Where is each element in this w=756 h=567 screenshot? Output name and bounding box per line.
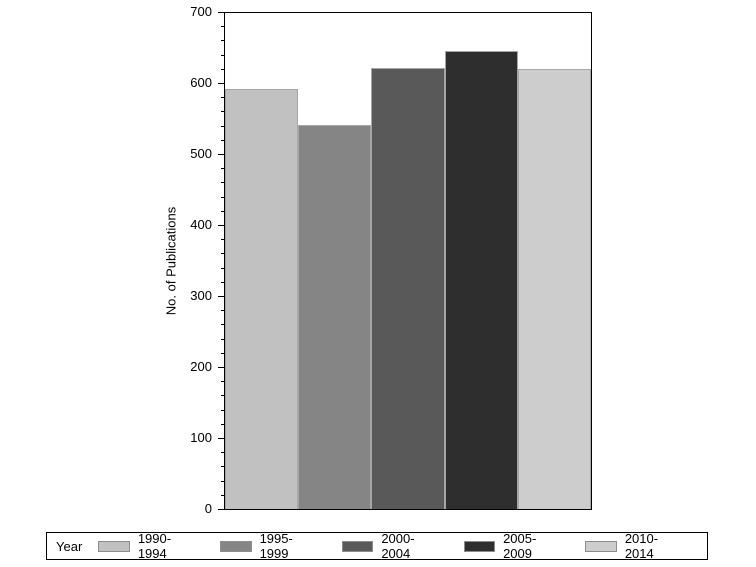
y-minor-tick — [221, 494, 225, 496]
y-tick-label: 700 — [190, 4, 212, 19]
y-minor-tick — [221, 125, 225, 127]
y-minor-tick — [221, 395, 225, 397]
y-minor-tick — [221, 480, 225, 482]
y-tick-label: 600 — [190, 75, 212, 90]
legend-label: 1995-1999 — [259, 531, 293, 561]
legend-entry: 2000-2004 — [341, 531, 441, 561]
y-minor-tick — [221, 111, 225, 113]
y-major-tick — [218, 438, 225, 439]
y-major-tick — [218, 509, 225, 510]
bar-2005-2009 — [444, 51, 518, 509]
y-major-tick — [218, 12, 225, 13]
y-minor-tick — [221, 253, 225, 255]
y-minor-tick — [221, 381, 225, 383]
bar-2000-2004 — [371, 68, 445, 509]
y-minor-tick — [221, 466, 225, 468]
bar-1995-1999 — [298, 124, 372, 509]
y-minor-tick — [221, 26, 225, 28]
y-minor-tick — [221, 310, 225, 312]
y-minor-tick — [221, 40, 225, 42]
y-minor-tick — [221, 68, 225, 70]
y-tick-label: 200 — [190, 359, 212, 374]
y-minor-tick — [221, 239, 225, 241]
legend-swatch-icon — [585, 540, 617, 552]
legend-label: 2005-2009 — [503, 531, 537, 561]
legend-entry: 1990-1994 — [98, 531, 197, 561]
legend-swatch-icon — [98, 540, 130, 552]
y-major-tick — [218, 154, 225, 155]
y-major-tick — [218, 367, 225, 368]
legend-entry: 2005-2009 — [463, 531, 563, 561]
y-minor-tick — [221, 338, 225, 340]
y-minor-tick — [221, 452, 225, 454]
y-tick-label: 300 — [190, 288, 212, 303]
y-minor-tick — [221, 423, 225, 425]
y-minor-tick — [221, 54, 225, 56]
y-major-tick — [218, 83, 225, 84]
legend-swatch-icon — [220, 540, 252, 552]
y-minor-tick — [221, 352, 225, 354]
legend-title: Year — [56, 538, 83, 554]
legend-entry: 2010-2014 — [585, 531, 684, 561]
bar-1990-1994 — [225, 88, 299, 509]
bar-2010-2014 — [517, 68, 592, 509]
legend-entries: 1990-1994 1995-1999 2000-2004 2005-2009 2010… — [98, 531, 707, 561]
legend-swatch-icon — [341, 540, 374, 552]
y-minor-tick — [221, 210, 225, 212]
y-minor-tick — [221, 139, 225, 141]
y-minor-tick — [221, 324, 225, 326]
y-tick-label: 400 — [190, 217, 212, 232]
legend-label: 1990-1994 — [137, 531, 172, 561]
legend: Year 1990-1994 1995-1999 2000-2004 2005-200… — [46, 531, 708, 561]
y-tick-label: 100 — [190, 430, 212, 445]
legend-swatch-icon — [463, 540, 496, 552]
y-major-tick — [218, 225, 225, 226]
y-tick-label: 500 — [190, 146, 212, 161]
y-tick-label: 0 — [204, 501, 212, 516]
legend-label: 2000-2004 — [381, 531, 415, 561]
y-minor-tick — [221, 168, 225, 170]
y-minor-tick — [221, 182, 225, 184]
legend-label: 2010-2014 — [624, 531, 659, 561]
y-minor-tick — [221, 281, 225, 283]
legend-entry: 1995-1999 — [220, 531, 319, 561]
y-major-tick — [218, 296, 225, 297]
y-minor-tick — [221, 267, 225, 269]
plot-area — [224, 12, 592, 510]
y-minor-tick — [221, 196, 225, 198]
y-minor-tick — [221, 97, 225, 99]
y-minor-tick — [221, 409, 225, 411]
